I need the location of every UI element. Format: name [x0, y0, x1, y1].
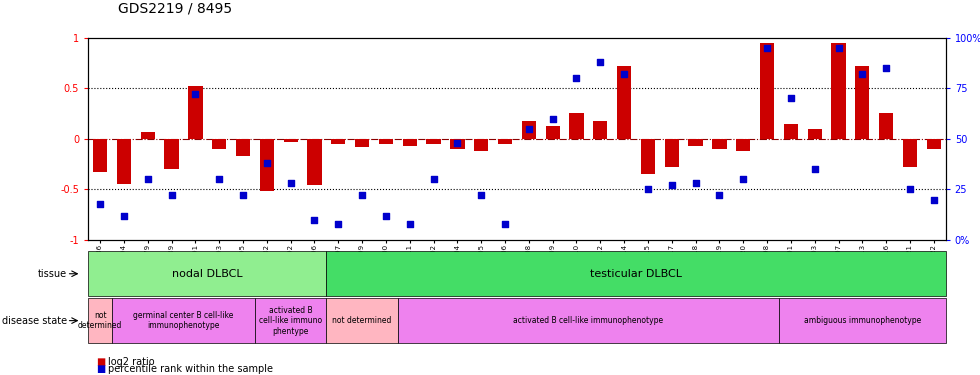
Bar: [569, 113, 584, 139]
Bar: [165, 139, 178, 169]
Bar: [212, 139, 226, 149]
Point: [545, 116, 561, 122]
Bar: [450, 139, 465, 149]
Bar: [712, 139, 726, 149]
Point: [831, 45, 847, 51]
Point: [760, 45, 775, 51]
Bar: [331, 139, 345, 144]
Text: GDS2219 / 8495: GDS2219 / 8495: [118, 1, 231, 15]
Bar: [664, 139, 679, 167]
Bar: [879, 113, 894, 139]
Bar: [188, 86, 203, 139]
Bar: [641, 139, 655, 174]
Bar: [308, 139, 321, 185]
Point: [307, 217, 322, 223]
Bar: [474, 139, 488, 151]
Point: [187, 91, 203, 97]
Text: ■: ■: [96, 364, 105, 374]
Bar: [831, 43, 846, 139]
Bar: [784, 124, 798, 139]
Point: [663, 182, 679, 188]
Bar: [117, 139, 131, 184]
Bar: [856, 66, 869, 139]
Point: [92, 201, 108, 207]
Point: [140, 176, 156, 182]
Point: [878, 65, 894, 71]
Point: [283, 180, 299, 186]
Bar: [283, 139, 298, 142]
Bar: [927, 139, 941, 149]
Point: [497, 221, 513, 227]
Bar: [93, 139, 107, 172]
Text: not
determined: not determined: [78, 311, 122, 330]
Point: [568, 75, 584, 81]
Point: [783, 95, 799, 101]
Bar: [736, 139, 751, 151]
Point: [450, 140, 465, 146]
Point: [616, 71, 632, 77]
Point: [807, 166, 822, 172]
Point: [402, 221, 417, 227]
Bar: [546, 126, 560, 139]
Bar: [355, 139, 369, 147]
Point: [735, 176, 751, 182]
Bar: [379, 139, 393, 144]
Bar: [760, 43, 774, 139]
Point: [473, 192, 489, 198]
Point: [355, 192, 370, 198]
Text: ■: ■: [96, 357, 105, 367]
Text: activated B cell-like immunophenotype: activated B cell-like immunophenotype: [514, 316, 663, 325]
Bar: [808, 129, 822, 139]
Point: [425, 176, 441, 182]
Bar: [498, 139, 513, 144]
Bar: [236, 139, 250, 156]
Bar: [426, 139, 441, 144]
Bar: [403, 139, 416, 146]
Point: [855, 71, 870, 77]
Point: [903, 186, 918, 192]
Text: nodal DLBCL: nodal DLBCL: [172, 269, 243, 279]
Bar: [593, 120, 608, 139]
Bar: [903, 139, 917, 167]
Point: [235, 192, 251, 198]
Point: [259, 160, 274, 166]
Text: ambiguous immunophenotype: ambiguous immunophenotype: [804, 316, 921, 325]
Text: log2 ratio: log2 ratio: [108, 357, 155, 367]
Point: [330, 221, 346, 227]
Point: [593, 59, 609, 65]
Point: [116, 213, 131, 219]
Text: tissue: tissue: [37, 269, 67, 279]
Text: disease state: disease state: [2, 316, 67, 326]
Point: [521, 126, 537, 132]
Point: [688, 180, 704, 186]
Text: not determined: not determined: [332, 316, 392, 325]
Bar: [688, 139, 703, 146]
Point: [378, 213, 394, 219]
Text: percentile rank within the sample: percentile rank within the sample: [108, 364, 272, 374]
Bar: [617, 66, 631, 139]
Point: [212, 176, 227, 182]
Point: [640, 186, 656, 192]
Point: [164, 192, 179, 198]
Text: germinal center B cell-like
immunophenotype: germinal center B cell-like immunophenot…: [133, 311, 233, 330]
Bar: [521, 120, 536, 139]
Point: [711, 192, 727, 198]
Text: testicular DLBCL: testicular DLBCL: [590, 269, 682, 279]
Bar: [140, 132, 155, 139]
Bar: [260, 139, 274, 191]
Point: [926, 196, 942, 202]
Text: activated B
cell-like immuno
phentype: activated B cell-like immuno phentype: [259, 306, 322, 336]
